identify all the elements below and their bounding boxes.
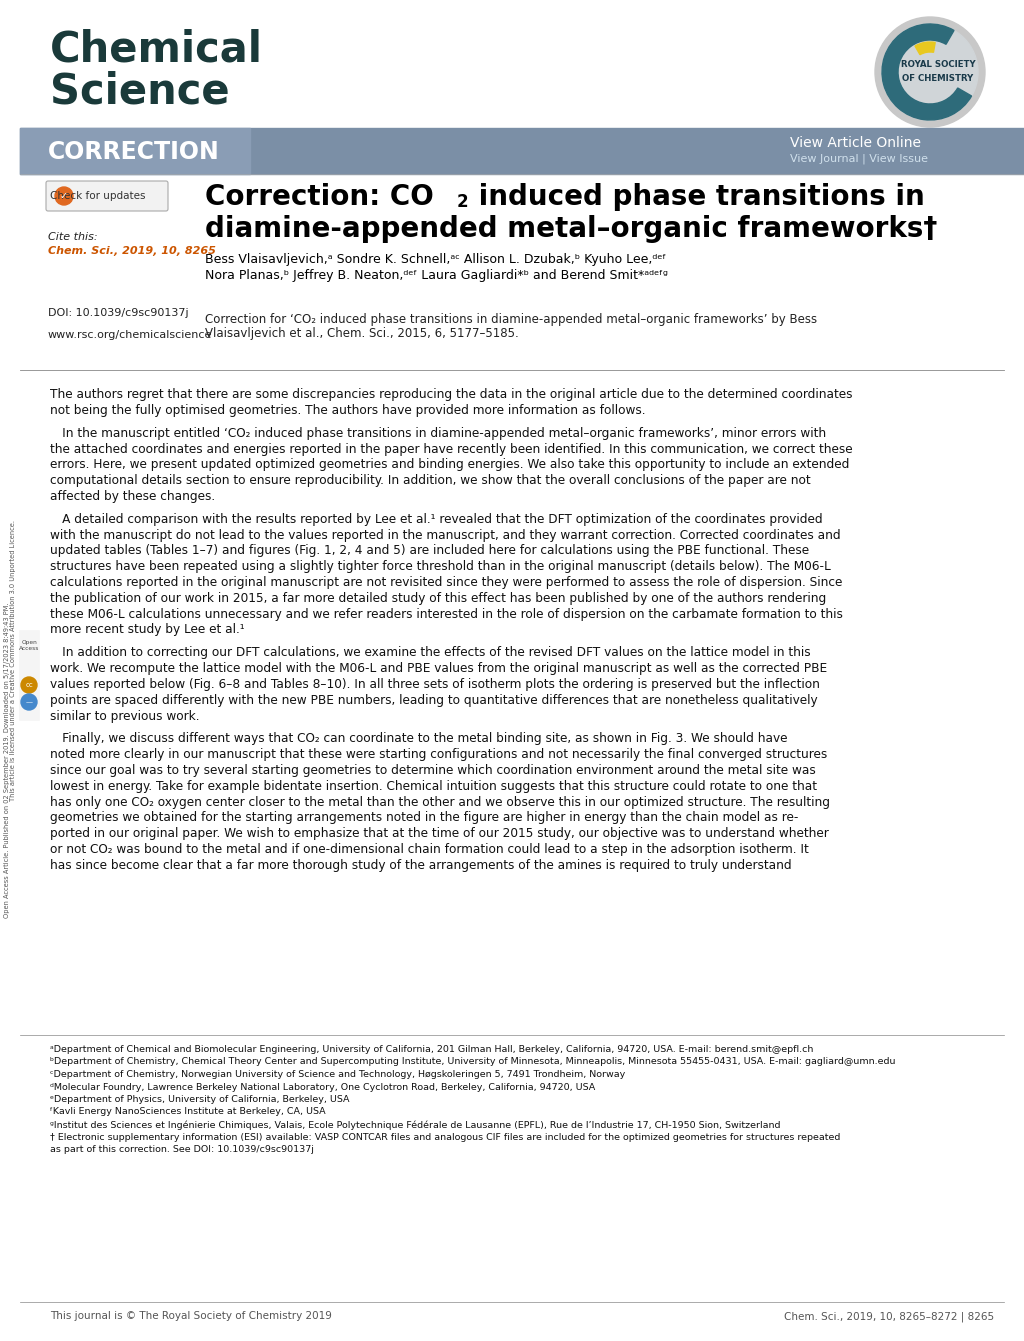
Bar — [0, 156, 18, 1055]
Bar — [19, 630, 39, 720]
Text: lowest in energy. Take for example bidentate insertion. Chemical intuition sugge: lowest in energy. Take for example biden… — [50, 780, 817, 793]
Text: —: — — [26, 699, 33, 705]
Text: values reported below (Fig. 6–8 and Tables 8–10). In all three sets of isotherm : values reported below (Fig. 6–8 and Tabl… — [50, 679, 820, 691]
Text: ᵉDepartment of Physics, University of California, Berkeley, USA: ᵉDepartment of Physics, University of Ca… — [50, 1096, 349, 1104]
Text: View Article Online: View Article Online — [790, 135, 921, 150]
Text: Cite this:: Cite this: — [48, 232, 97, 241]
Text: geometries we obtained for the starting arrangements noted in the figure are hig: geometries we obtained for the starting … — [50, 811, 799, 825]
Text: Vlaisavljevich et al., Chem. Sci., 2015, 6, 5177–5185.: Vlaisavljevich et al., Chem. Sci., 2015,… — [205, 327, 519, 341]
Text: or not CO₂ was bound to the metal and if one-dimensional chain formation could l: or not CO₂ was bound to the metal and if… — [50, 843, 809, 856]
Text: updated tables (Tables 1–7) and figures (Fig. 1, 2, 4 and 5) are included here f: updated tables (Tables 1–7) and figures … — [50, 544, 809, 558]
Text: ᵇDepartment of Chemistry, Chemical Theory Center and Supercomputing Institute, U: ᵇDepartment of Chemistry, Chemical Theor… — [50, 1058, 896, 1066]
Text: ᵍInstitut des Sciences et Ingénierie Chimiques, Valais, Ecole Polytechnique Fédé: ᵍInstitut des Sciences et Ingénierie Chi… — [50, 1120, 780, 1129]
Text: Open Access Article. Published on 02 September 2019. Downloaded on 5/17/2023 8:4: Open Access Article. Published on 02 Sep… — [4, 602, 10, 917]
Text: not being the fully optimised geometries. The authors have provided more informa: not being the fully optimised geometries… — [50, 404, 645, 417]
Text: This article is licensed under a Creative Commons Attribution 3.0 Unported Licen: This article is licensed under a Creativ… — [10, 519, 16, 801]
Text: the publication of our work in 2015, a far more detailed study of this effect ha: the publication of our work in 2015, a f… — [50, 591, 826, 605]
Text: these M06-L calculations unnecessary and we refer readers interested in the role: these M06-L calculations unnecessary and… — [50, 607, 843, 621]
Text: since our goal was to try several starting geometries to determine which coordin: since our goal was to try several starti… — [50, 764, 816, 776]
Text: points are spaced differently with the new PBE numbers, leading to quantitative : points are spaced differently with the n… — [50, 693, 817, 707]
Text: Chem. Sci., 2019, 10, 8265: Chem. Sci., 2019, 10, 8265 — [48, 245, 216, 256]
Text: similar to previous work.: similar to previous work. — [50, 709, 200, 723]
Text: The authors regret that there are some discrepancies reproducing the data in the: The authors regret that there are some d… — [50, 388, 853, 401]
Circle shape — [874, 17, 985, 127]
Text: as part of this correction. See DOI: 10.1039/c9sc90137j: as part of this correction. See DOI: 10.… — [50, 1145, 314, 1155]
Text: Finally, we discuss different ways that CO₂ can coordinate to the metal binding : Finally, we discuss different ways that … — [50, 732, 787, 746]
Text: the attached coordinates and energies reported in the paper have recently been i: the attached coordinates and energies re… — [50, 443, 853, 456]
Text: This journal is © The Royal Society of Chemistry 2019: This journal is © The Royal Society of C… — [50, 1311, 332, 1321]
Text: noted more clearly in our manuscript that these were starting configurations and: noted more clearly in our manuscript tha… — [50, 748, 827, 762]
Text: Check for updates: Check for updates — [50, 190, 145, 201]
Text: ROYAL SOCIETY: ROYAL SOCIETY — [901, 59, 975, 68]
Text: Chemical: Chemical — [50, 28, 263, 70]
Text: has since become clear that a far more thorough study of the arrangements of the: has since become clear that a far more t… — [50, 858, 792, 872]
Text: A detailed comparison with the results reported by Lee et al.¹ revealed that the: A detailed comparison with the results r… — [50, 512, 822, 526]
Text: † Electronic supplementary information (ESI) available: VASP CONTCAR files and a: † Electronic supplementary information (… — [50, 1133, 841, 1141]
FancyBboxPatch shape — [46, 181, 168, 211]
Text: computational details section to ensure reproducibility. In addition, we show th: computational details section to ensure … — [50, 475, 811, 487]
Text: ᶠKavli Energy NanoSciences Institute at Berkeley, CA, USA: ᶠKavli Energy NanoSciences Institute at … — [50, 1108, 326, 1117]
Text: with the manuscript do not lead to the values reported in the manuscript, and th: with the manuscript do not lead to the v… — [50, 528, 841, 542]
Text: Nora Planas,ᵇ Jeffrey B. Neaton,ᵈᵉᶠ Laura Gagliardi*ᵇ and Berend Smit*ᵃᵈᵉᶠᵍ: Nora Planas,ᵇ Jeffrey B. Neaton,ᵈᵉᶠ Laur… — [205, 270, 668, 282]
Text: DOI: 10.1039/c9sc90137j: DOI: 10.1039/c9sc90137j — [48, 308, 188, 318]
Bar — [20, 127, 1024, 174]
Circle shape — [22, 695, 37, 709]
Text: 2: 2 — [457, 193, 469, 211]
Text: Correction: CO: Correction: CO — [205, 182, 434, 211]
Text: calculations reported in the original manuscript are not revisited since they we: calculations reported in the original ma… — [50, 577, 843, 589]
Text: www.rsc.org/chemicalscience: www.rsc.org/chemicalscience — [48, 330, 212, 341]
Text: structures have been repeated using a slightly tighter force threshold than in t: structures have been repeated using a sl… — [50, 561, 830, 573]
Text: diamine-appended metal–organic frameworks†: diamine-appended metal–organic framework… — [205, 215, 937, 243]
Text: ᵈMolecular Foundry, Lawrence Berkeley National Laboratory, One Cyclotron Road, B: ᵈMolecular Foundry, Lawrence Berkeley Na… — [50, 1082, 595, 1092]
Text: ᵃDepartment of Chemical and Biomolecular Engineering, University of California, : ᵃDepartment of Chemical and Biomolecular… — [50, 1045, 813, 1054]
Text: work. We recompute the lattice model with the M06-L and PBE values from the orig: work. We recompute the lattice model wit… — [50, 662, 827, 675]
Text: more recent study by Lee et al.¹: more recent study by Lee et al.¹ — [50, 624, 245, 637]
Text: induced phase transitions in: induced phase transitions in — [469, 182, 925, 211]
Text: Chem. Sci., 2019, 10, 8265–8272 | 8265: Chem. Sci., 2019, 10, 8265–8272 | 8265 — [784, 1311, 994, 1321]
Bar — [20, 127, 250, 174]
Text: Science: Science — [50, 70, 229, 113]
Text: View Journal | View Issue: View Journal | View Issue — [790, 154, 928, 164]
Text: CORRECTION: CORRECTION — [48, 139, 220, 164]
Text: has only one CO₂ oxygen center closer to the metal than the other and we observe: has only one CO₂ oxygen center closer to… — [50, 795, 830, 809]
Text: Correction for ‘CO₂ induced phase transitions in diamine-appended metal–organic : Correction for ‘CO₂ induced phase transi… — [205, 312, 817, 326]
Text: ported in our original paper. We wish to emphasize that at the time of our 2015 : ported in our original paper. We wish to… — [50, 827, 828, 841]
Text: In the manuscript entitled ‘CO₂ induced phase transitions in diamine-appended me: In the manuscript entitled ‘CO₂ induced … — [50, 426, 826, 440]
Text: ✓: ✓ — [60, 190, 68, 201]
Text: In addition to correcting our DFT calculations, we examine the effects of the re: In addition to correcting our DFT calcul… — [50, 646, 811, 660]
Text: affected by these changes.: affected by these changes. — [50, 489, 215, 503]
Circle shape — [22, 677, 37, 693]
Text: Open
Access: Open Access — [18, 640, 39, 650]
Text: errors. Here, we present updated optimized geometries and binding energies. We a: errors. Here, we present updated optimiz… — [50, 459, 849, 471]
Text: cc: cc — [26, 683, 33, 688]
Text: Bess Vlaisavljevich,ᵃ Sondre K. Schnell,ᵃᶜ Allison L. Dzubak,ᵇ Kyuho Lee,ᵈᵉᶠ: Bess Vlaisavljevich,ᵃ Sondre K. Schnell,… — [205, 253, 667, 266]
Wedge shape — [882, 24, 972, 119]
Circle shape — [882, 24, 978, 119]
Text: OF CHEMISTRY: OF CHEMISTRY — [902, 74, 974, 83]
Circle shape — [55, 186, 73, 205]
Wedge shape — [915, 42, 935, 55]
Text: ᶜDepartment of Chemistry, Norwegian University of Science and Technology, Høgsko: ᶜDepartment of Chemistry, Norwegian Univ… — [50, 1070, 626, 1080]
